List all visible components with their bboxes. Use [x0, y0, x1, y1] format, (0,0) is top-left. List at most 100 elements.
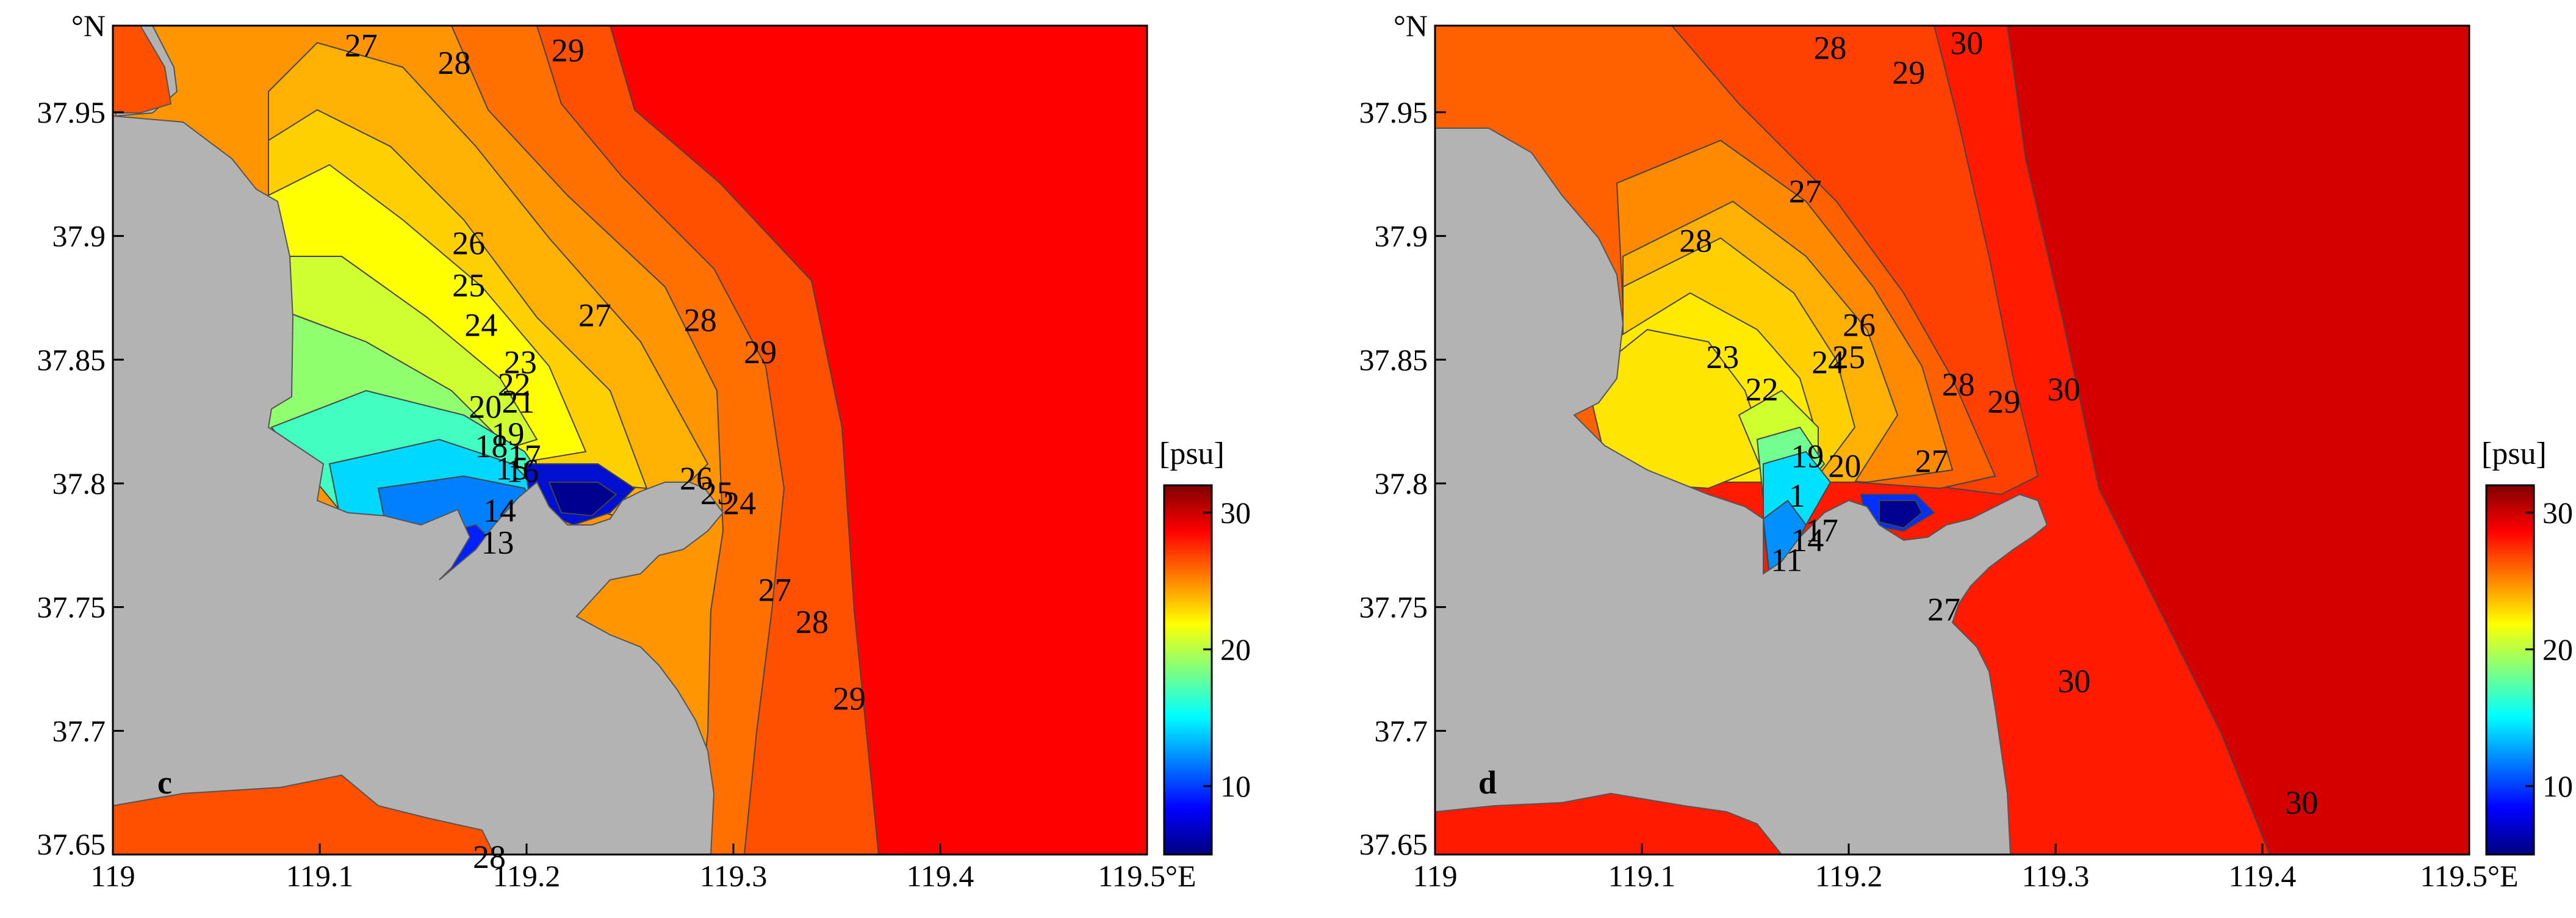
contour-label: 29	[552, 32, 585, 69]
x-tick-label: 119.1	[1608, 859, 1676, 893]
contour-label: 27	[1927, 591, 1960, 628]
y-tick-label: 37.85	[37, 342, 106, 377]
x-tick-label: 119	[1412, 859, 1457, 893]
contour-label: 27	[1789, 173, 1822, 210]
y-tick-label: 37.65	[1359, 827, 1428, 861]
contour-label: 30	[2285, 784, 2318, 821]
contour-label: 24	[723, 485, 756, 521]
panel-c-axes-frame	[112, 24, 1148, 856]
contour-label: 28	[1813, 29, 1846, 66]
x-tick-label: 119.2	[1815, 859, 1883, 893]
panel-c-y-axis: °N 37.95 37.9 37.85 37.8 37.75 37.7 37.65	[37, 9, 124, 861]
contour-label: 23	[504, 344, 537, 380]
y-tick-label: °N	[71, 9, 106, 43]
contour-label: 28	[437, 45, 470, 81]
contour-label: 29	[1892, 54, 1925, 91]
contour-label: 28	[1679, 223, 1712, 259]
contour-label: 19	[1791, 438, 1824, 474]
contour-label: 27	[345, 27, 378, 63]
x-tick-label: 119.4	[907, 859, 974, 893]
panel-d-letter: d	[1478, 764, 1497, 801]
panel-d-y-axis: °N 37.95 37.9 37.85 37.8 37.75 37.7 37.65	[1359, 9, 1446, 861]
contour-label: 25	[700, 475, 733, 511]
x-tick-label: 119.4	[2229, 859, 2297, 893]
y-tick-label: 37.75	[37, 590, 106, 624]
y-tick-label: 37.9	[1375, 219, 1428, 253]
contour-label: 28	[473, 839, 506, 875]
contour-label: 30	[1950, 24, 1983, 61]
x-tick-label: 119.2	[493, 859, 561, 893]
y-tick-label: 37.7	[52, 714, 106, 748]
x-tick-label: 119.5°E	[2420, 859, 2518, 893]
contour-label: 17	[508, 438, 541, 474]
contour-label: 27	[758, 571, 791, 608]
y-tick-label: 37.8	[1375, 466, 1428, 501]
contour-label: 24	[1811, 344, 1844, 380]
panel-c-colorbar-label: [psu]	[1159, 436, 1225, 471]
contour-label: 29	[744, 334, 777, 370]
y-tick-label: 37.95	[1359, 95, 1428, 129]
contour-label: 20	[1828, 448, 1861, 485]
panel-c-letter: c	[157, 764, 172, 801]
x-tick-label: 119.5°E	[1098, 859, 1196, 893]
panel-c-colorbar-bar	[1163, 484, 1213, 856]
colorbar-tick-label: 10	[1220, 769, 1251, 803]
contour-label: 24	[464, 307, 497, 344]
contour-label: 15	[495, 450, 528, 487]
x-tick-label: 119.3	[700, 859, 768, 893]
contour-label: 1	[1789, 477, 1805, 514]
contour-label: 30	[2058, 663, 2091, 699]
contour-label: 17	[1805, 512, 1838, 549]
colorbar-tick-label: 20	[1220, 632, 1251, 667]
contour-label: 13	[481, 524, 514, 561]
contour-label: 26	[452, 225, 485, 262]
contour-label: 18	[475, 428, 508, 464]
panel-c-x-axis: 119 119.1 119.2 119.3 119.4 119.5°E	[90, 844, 1196, 893]
y-tick-label: 37.7	[1375, 714, 1428, 748]
contour-label: 26	[680, 460, 713, 497]
contour-label: 29	[1987, 383, 2020, 420]
contour-label: 22	[1746, 371, 1779, 408]
y-tick-label: 37.65	[37, 827, 106, 861]
contour-label: 25	[452, 267, 485, 304]
contour-label: 30	[2048, 371, 2081, 408]
contour-label: 29	[833, 681, 866, 717]
contour-label: 28	[796, 604, 829, 640]
panel-c-colorbar: [psu] 10 20 30	[1159, 436, 1251, 856]
contour-label: 23	[1706, 339, 1739, 375]
y-tick-label: 37.85	[1359, 342, 1428, 377]
contour-label: 27	[578, 297, 611, 333]
contour-label: 22	[498, 366, 531, 403]
y-tick-label: 37.8	[52, 466, 106, 501]
panel-d-axes-frame	[1434, 24, 2470, 856]
y-tick-label: 37.75	[1359, 590, 1428, 624]
x-tick-label: 119.1	[286, 859, 354, 893]
contour-label: 11	[1771, 542, 1802, 579]
contour-label: 14	[483, 493, 516, 529]
x-tick-label: 119	[90, 859, 135, 893]
contour-label: 20	[469, 388, 502, 425]
panel-d-colorbar: [psu] 10 20 30	[2481, 436, 2573, 856]
contour-label: 25	[1832, 339, 1865, 375]
x-tick-label: 119.3	[2022, 859, 2090, 893]
colorbar-tick-label: 30	[2542, 496, 2573, 530]
colorbar-tick-label: 10	[2542, 769, 2573, 803]
panel-c-map	[113, 26, 1147, 855]
contour-label: 19	[491, 416, 524, 452]
panel-d-colorbar-label: [psu]	[2481, 436, 2547, 471]
contour-label: 28	[684, 302, 717, 338]
y-tick-label: 37.95	[37, 95, 106, 129]
colorbar-tick-label: 20	[2542, 632, 2573, 667]
contour-label: 27	[1915, 443, 1948, 479]
contour-label: 16	[506, 453, 539, 490]
contour-label: 21	[502, 383, 534, 420]
contour-label: 28	[1942, 366, 1975, 403]
panel-d-colorbar-bar	[2485, 484, 2535, 856]
panel-d-map	[1435, 26, 2469, 855]
panel-d-x-axis: 119 119.1 119.2 119.3 119.4 119.5°E	[1412, 844, 2519, 893]
